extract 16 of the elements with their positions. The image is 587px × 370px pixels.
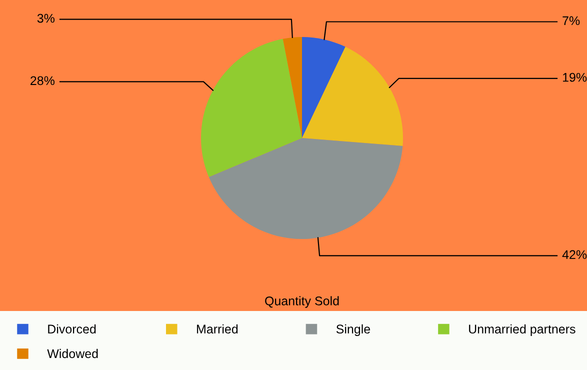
legend-label: Divorced <box>48 324 96 334</box>
legend-label: Single <box>336 324 370 336</box>
pie-slice <box>201 38 302 178</box>
pie-slice <box>282 37 302 138</box>
data-label: 28% <box>30 76 55 86</box>
pie-slice <box>208 138 403 239</box>
data-label: 3% <box>37 14 55 23</box>
data-label: 19% <box>563 72 587 82</box>
data-label: 42% <box>562 250 587 259</box>
legend-label: Married <box>197 324 238 334</box>
legend-label: Unmarried partners <box>469 324 576 336</box>
text: Quantity Sold <box>265 296 339 308</box>
pie-slice <box>302 37 346 138</box>
legend-label: Widowed <box>47 348 98 358</box>
data-label: 7% <box>562 16 580 26</box>
pie-slice <box>302 46 403 146</box>
